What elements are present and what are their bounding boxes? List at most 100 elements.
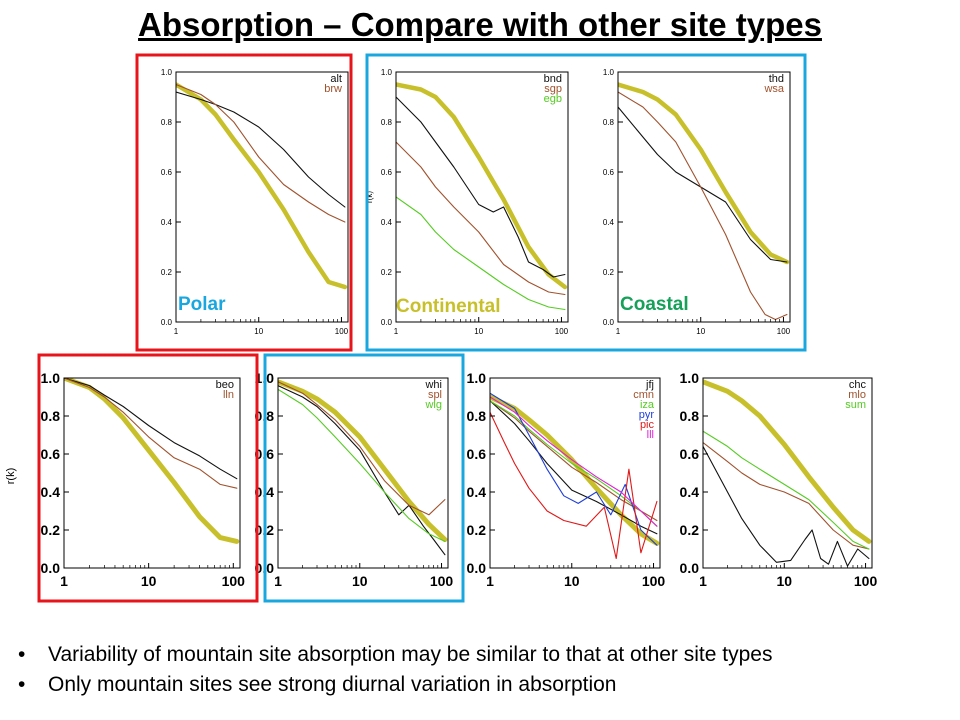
y-tick-label: 0.6 bbox=[161, 168, 173, 177]
series-line-jfj bbox=[490, 400, 658, 535]
x-tick-label: 100 bbox=[555, 327, 569, 336]
y-tick-label: 1.0 bbox=[680, 370, 700, 386]
legend-entry-spl: spl bbox=[428, 389, 442, 401]
series-line-sgp bbox=[396, 141, 566, 296]
y-tick-label: 0.4 bbox=[161, 218, 173, 227]
legend-entry-brw: brw bbox=[324, 83, 342, 95]
x-tick-label: 100 bbox=[854, 573, 878, 589]
series-line-reference bbox=[618, 82, 790, 265]
y-tick-label: 0.8 bbox=[603, 118, 615, 127]
y-tick-label: 0.2 bbox=[41, 522, 61, 538]
legend-entry-iza: iza bbox=[640, 399, 655, 411]
y-tick-label: 0.8 bbox=[161, 118, 173, 127]
series-line-beo bbox=[64, 378, 238, 480]
y-tick-label: 0.0 bbox=[603, 318, 615, 327]
y-tick-label: 0.6 bbox=[467, 446, 487, 462]
series-line-reference bbox=[278, 379, 448, 542]
series-line-sum bbox=[703, 430, 870, 550]
series-line-lll bbox=[490, 396, 658, 527]
y-tick-label: 0.6 bbox=[680, 446, 700, 462]
y-tick-label: 0.4 bbox=[603, 218, 615, 227]
legend-entry-jfj: jfj bbox=[645, 379, 654, 391]
series-line-thd bbox=[618, 106, 788, 263]
x-tick-label: 1 bbox=[394, 327, 399, 336]
series-line-reference bbox=[64, 378, 240, 544]
series-line-reference bbox=[396, 82, 568, 290]
y-tick-label: 1.0 bbox=[161, 68, 173, 77]
legend-entry-pyr: pyr bbox=[639, 409, 655, 421]
x-tick-label: 10 bbox=[696, 327, 705, 336]
x-tick-label: 10 bbox=[141, 573, 157, 589]
axes-frame bbox=[395, 71, 569, 323]
group-box-polar-bottom bbox=[37, 353, 259, 603]
series-group bbox=[176, 82, 348, 290]
series-group bbox=[618, 82, 790, 321]
legend-entry-sgp: sgp bbox=[544, 83, 562, 95]
axes-frame bbox=[702, 377, 873, 569]
y-tick-label: 1.0 bbox=[467, 370, 487, 386]
legend-entry-alt: alt bbox=[330, 73, 342, 85]
axes-frame bbox=[175, 71, 349, 323]
y-tick-label: 0.4 bbox=[680, 484, 700, 500]
x-tick-label: 10 bbox=[352, 573, 368, 589]
y-tick-label: 0.0 bbox=[467, 560, 487, 576]
y-tick-label: 0.0 bbox=[680, 560, 700, 576]
series-group bbox=[490, 392, 660, 560]
y-tick-label: 0.4 bbox=[467, 484, 487, 500]
series-line-whi bbox=[278, 385, 446, 556]
series-line-wsa bbox=[618, 91, 788, 321]
axes-frame bbox=[617, 71, 791, 323]
series-line-lln bbox=[64, 378, 238, 489]
region-label-continental: Continental bbox=[396, 296, 501, 317]
series-line-chc bbox=[703, 445, 870, 567]
y-tick-label: 0.6 bbox=[41, 446, 61, 462]
legend-entry-sum: sum bbox=[845, 399, 866, 411]
series-group bbox=[396, 82, 568, 311]
y-tick-label: 0.8 bbox=[41, 408, 61, 424]
y-tick-label: 0.8 bbox=[680, 408, 700, 424]
x-tick-label: 1 bbox=[60, 573, 68, 589]
page-title: Absorption – Compare with other site typ… bbox=[138, 6, 822, 43]
x-tick-label: 1 bbox=[274, 573, 282, 589]
y-axis-label-top: r(k) bbox=[365, 191, 374, 203]
series-group bbox=[278, 379, 448, 556]
legend-entry-thd: thd bbox=[769, 73, 784, 85]
bullet-list: Variability of mountain site absorption … bbox=[18, 640, 772, 700]
y-tick-label: 0.0 bbox=[381, 318, 393, 327]
y-tick-label: 0.2 bbox=[467, 522, 487, 538]
legend-entry-wlg: wlg bbox=[424, 399, 442, 411]
y-tick-label: 0.2 bbox=[603, 268, 615, 277]
x-tick-label: 1 bbox=[486, 573, 494, 589]
x-tick-label: 10 bbox=[564, 573, 580, 589]
chart-panel-6: 0.0 0.2 0.4 0.6 0.8 1.0 1 10 100 jfjcmnizapyrpicl… bbox=[467, 370, 666, 589]
legend-entry-wsa: wsa bbox=[763, 83, 784, 95]
axes-frame bbox=[277, 377, 449, 569]
x-tick-label: 100 bbox=[222, 573, 246, 589]
series-line-mlo bbox=[703, 442, 870, 550]
y-tick-label: 1.0 bbox=[603, 68, 615, 77]
x-tick-label: 100 bbox=[430, 573, 454, 589]
group-box-continental-coastal bbox=[365, 53, 807, 352]
series-line-reference bbox=[703, 379, 872, 544]
legend-entry-lln: lln bbox=[223, 389, 234, 401]
y-tick-label: 0.4 bbox=[41, 484, 61, 500]
x-tick-label: 1 bbox=[616, 327, 621, 336]
series-line-alt bbox=[176, 91, 346, 208]
legend-entry-whi: whi bbox=[424, 379, 442, 391]
x-tick-label: 10 bbox=[776, 573, 792, 589]
y-tick-label: 0.0 bbox=[161, 318, 173, 327]
region-label-coastal: Coastal bbox=[620, 294, 689, 315]
y-tick-label: 0.2 bbox=[381, 268, 393, 277]
series-line-pyr bbox=[490, 392, 658, 546]
group-box-polar bbox=[135, 53, 353, 352]
series-line-brw bbox=[176, 83, 346, 223]
legend-entry-mlo: mlo bbox=[848, 389, 866, 401]
axes-frame bbox=[63, 377, 241, 569]
